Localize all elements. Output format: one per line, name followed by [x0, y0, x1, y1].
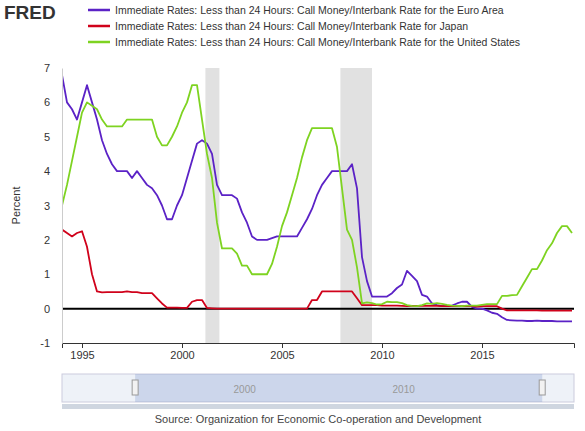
- legend-swatch: [88, 41, 110, 44]
- navigator-tick-label: 2010: [393, 384, 416, 395]
- x-tick-label: 2000: [170, 349, 194, 361]
- y-tick: 5: [44, 131, 62, 143]
- x-tick-label: 2010: [370, 349, 394, 361]
- x-tick-mark: [382, 343, 383, 348]
- series-line: [62, 230, 572, 311]
- y-axis: -1 0 1 2 3 4 5 6 7: [40, 62, 62, 349]
- y-tick-label: 1: [44, 268, 50, 280]
- y-tick: 1: [44, 268, 62, 280]
- x-tick: 2010: [370, 343, 394, 361]
- y-tick-label: -1: [40, 337, 50, 349]
- y-tick: -1: [40, 337, 62, 349]
- y-tick: 0: [44, 303, 62, 315]
- x-tick: 2000: [170, 343, 194, 361]
- x-tick-label: 2015: [470, 349, 494, 361]
- y-tick: 4: [44, 165, 62, 177]
- x-tick-mark: [182, 343, 183, 348]
- y-tick-label: 0: [44, 303, 50, 315]
- legend-label: Immediate Rates: Less than 24 Hours: Cal…: [115, 20, 468, 32]
- series-line: [62, 75, 572, 321]
- x-tick-mark: [82, 343, 83, 348]
- legend-swatch: [88, 9, 110, 12]
- y-tick-label: 4: [44, 165, 50, 177]
- x-tick-mark: [482, 343, 483, 348]
- navigator-selection: [135, 374, 542, 402]
- x-axis-line: [63, 344, 575, 349]
- y-axis-title: Percent: [10, 187, 22, 225]
- plot: 1995 2000 2005 2010 2015 -1 0 1 2 3 4 5 6 7: [40, 62, 574, 361]
- x-tick: 2015: [470, 343, 494, 361]
- chart: FRED Immediate Rates: Less than 24 Hours:…: [0, 0, 585, 431]
- y-axis-line: [62, 69, 63, 344]
- source: Source: Organization for Economic Co-ope…: [155, 413, 482, 425]
- marks: [62, 68, 574, 343]
- legend: Immediate Rates: Less than 24 Hours: Cal…: [88, 4, 520, 48]
- y-tick: 6: [44, 96, 62, 108]
- x-tick-mark: [282, 343, 283, 348]
- y-tick-label: 7: [44, 62, 50, 74]
- y-tick-label: 6: [44, 96, 50, 108]
- x-tick: 1995: [70, 343, 94, 361]
- y-tick-label: 5: [44, 131, 50, 143]
- navigator-background: [62, 374, 574, 402]
- x-tick-label: 2005: [270, 349, 294, 361]
- navigator-handle: [539, 380, 545, 395]
- x-axis: 1995 2000 2005 2010 2015: [63, 343, 575, 361]
- reference-line: [62, 308, 574, 310]
- logo: FRED: [4, 2, 56, 23]
- legend-swatch: [88, 25, 110, 28]
- y-tick: 7: [44, 62, 62, 74]
- navigator-scrollbar: [62, 404, 574, 409]
- y-tick: 3: [44, 200, 62, 212]
- x-tick-label: 1995: [70, 349, 94, 361]
- series-line: [62, 85, 572, 306]
- recession-band: [205, 68, 219, 343]
- x-tick: 2005: [270, 343, 294, 361]
- y-tick-label: 2: [44, 234, 50, 246]
- legend-label: Immediate Rates: Less than 24 Hours: Cal…: [115, 4, 504, 16]
- y-tick-label: 3: [44, 200, 50, 212]
- legend-label: Immediate Rates: Less than 24 Hours: Cal…: [115, 36, 520, 48]
- navigator-tick-label: 2000: [234, 384, 257, 395]
- y-tick: 2: [44, 234, 62, 246]
- navigator-handle: [132, 380, 138, 395]
- navigator: 2000 2010: [62, 374, 574, 409]
